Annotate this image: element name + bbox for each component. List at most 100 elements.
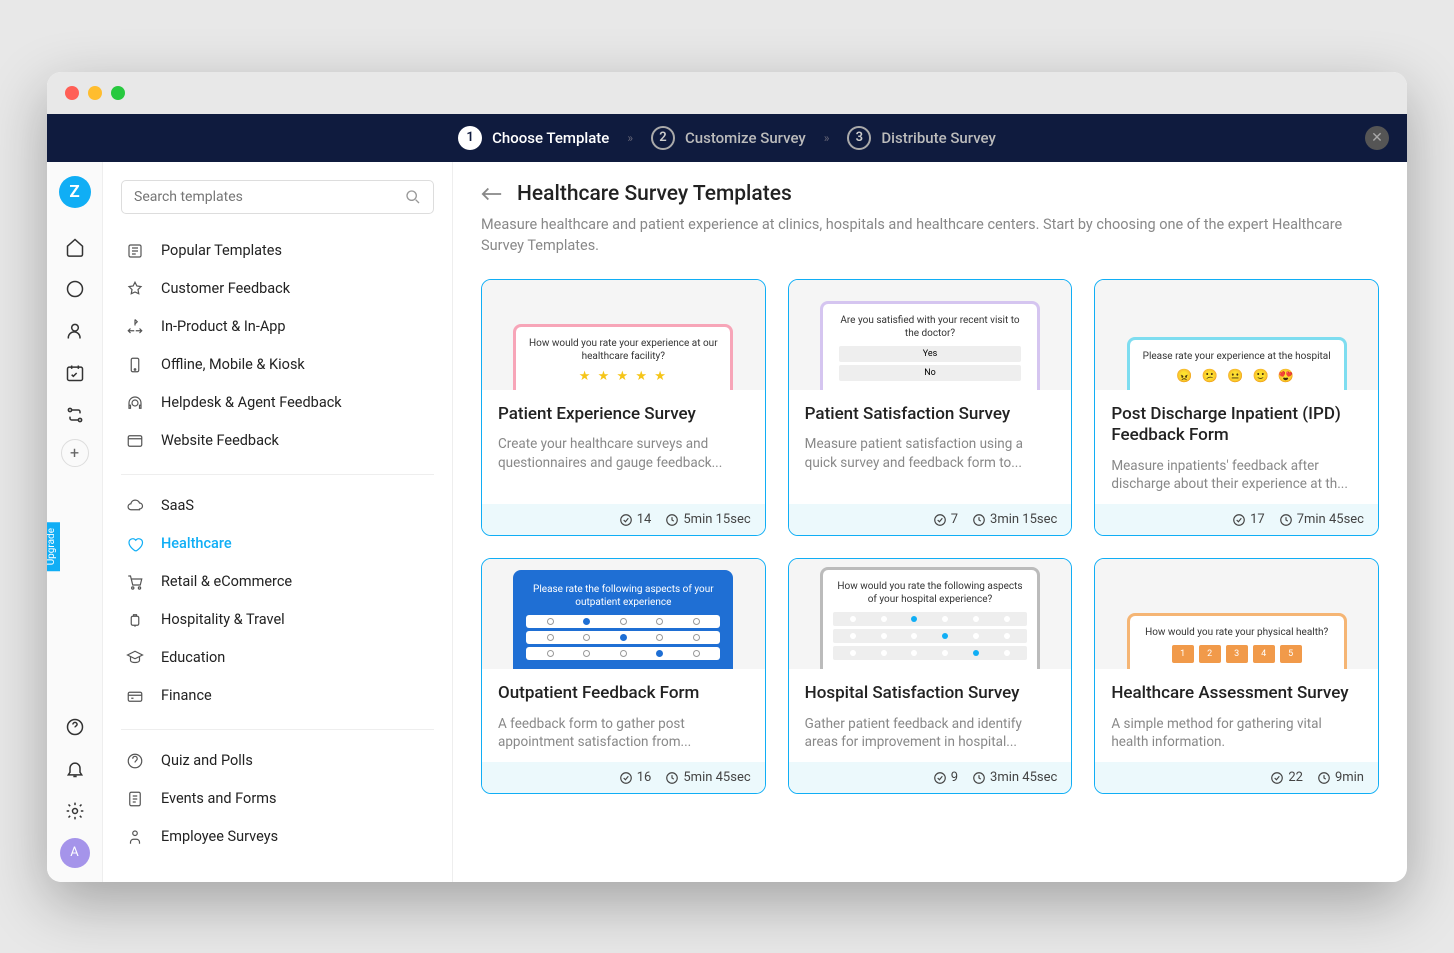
category-label: Helpdesk & Agent Feedback (161, 394, 342, 411)
nav-rail: Z + Upgrade A (47, 162, 103, 882)
card-description: Gather patient feedback and identify are… (805, 715, 1056, 753)
minimize-window-icon[interactable] (88, 86, 102, 100)
card-description: Create your healthcare surveys and quest… (498, 435, 749, 473)
step-choose-template[interactable]: 1 Choose Template (458, 126, 609, 150)
template-card[interactable]: Are you satisfied with your recent visit… (788, 279, 1073, 536)
question-count: 17 (1232, 512, 1265, 527)
upgrade-tab[interactable]: Upgrade (47, 522, 60, 571)
step-number: 1 (458, 126, 482, 150)
category-icon (125, 789, 145, 809)
step-label: Choose Template (492, 129, 609, 147)
card-footer: 7 3min 15sec (789, 504, 1072, 535)
step-number: 2 (651, 126, 675, 150)
card-preview: Please rate your experience at the hospi… (1095, 280, 1378, 390)
calendar-icon[interactable] (57, 355, 93, 391)
category-icon (125, 534, 145, 554)
category-label: Offline, Mobile & Kiosk (161, 356, 305, 373)
card-preview: Please rate the following aspects of you… (482, 559, 765, 669)
logo-icon[interactable]: Z (59, 176, 91, 208)
step-number: 3 (847, 126, 871, 150)
user-icon[interactable] (57, 313, 93, 349)
category-item[interactable]: SaaS (121, 487, 434, 525)
category-item[interactable]: Quiz and Polls (121, 742, 434, 780)
card-preview: How would you rate your physical health?… (1095, 559, 1378, 669)
card-title: Patient Experience Survey (498, 404, 749, 425)
category-icon (125, 751, 145, 771)
category-item[interactable]: Finance (121, 677, 434, 715)
card-footer: 9 3min 45sec (789, 762, 1072, 793)
workflow-icon[interactable] (57, 397, 93, 433)
step-customize-survey[interactable]: 2 Customize Survey (651, 126, 806, 150)
card-title: Outpatient Feedback Form (498, 683, 749, 704)
category-icon (125, 686, 145, 706)
help-icon[interactable] (57, 709, 93, 745)
category-item[interactable]: Helpdesk & Agent Feedback (121, 384, 434, 422)
card-preview: How would you rate your experience at ou… (482, 280, 765, 390)
card-description: A feedback form to gather post appointme… (498, 715, 749, 753)
card-footer: 14 5min 15sec (482, 504, 765, 535)
template-card[interactable]: Please rate the following aspects of you… (481, 558, 766, 794)
template-card[interactable]: How would you rate your experience at ou… (481, 279, 766, 536)
chevron-right-icon: » (627, 131, 633, 145)
template-card[interactable]: How would you rate your physical health?… (1094, 558, 1379, 794)
chat-icon[interactable] (57, 271, 93, 307)
category-item[interactable]: Education (121, 639, 434, 677)
category-item[interactable]: Popular Templates (121, 232, 434, 270)
stepper-bar: 1 Choose Template » 2 Customize Survey »… (47, 114, 1407, 162)
template-card[interactable]: Please rate your experience at the hospi… (1094, 279, 1379, 536)
time-estimate: 7min 45sec (1279, 512, 1364, 527)
card-footer: 17 7min 45sec (1095, 504, 1378, 535)
page-description: Measure healthcare and patient experienc… (481, 214, 1379, 258)
category-icon (125, 827, 145, 847)
question-count: 9 (933, 770, 958, 785)
category-label: Quiz and Polls (161, 752, 253, 769)
card-preview: Are you satisfied with your recent visit… (789, 280, 1072, 390)
search-field[interactable] (134, 189, 405, 205)
category-icon (125, 317, 145, 337)
gear-icon[interactable] (57, 793, 93, 829)
category-item[interactable]: Customer Feedback (121, 270, 434, 308)
category-icon (125, 496, 145, 516)
card-description: Measure inpatients' feedback after disch… (1111, 457, 1362, 495)
card-description: Measure patient satisfaction using a qui… (805, 435, 1056, 473)
category-item[interactable]: Offline, Mobile & Kiosk (121, 346, 434, 384)
category-label: Customer Feedback (161, 280, 290, 297)
category-label: Website Feedback (161, 432, 279, 449)
category-label: SaaS (161, 497, 194, 514)
category-item[interactable]: Website Feedback (121, 422, 434, 460)
category-item[interactable]: Events and Forms (121, 780, 434, 818)
category-icon (125, 279, 145, 299)
category-item[interactable]: Retail & eCommerce (121, 563, 434, 601)
add-button[interactable]: + (61, 439, 89, 467)
category-item[interactable]: In-Product & In-App (121, 308, 434, 346)
main-content: Healthcare Survey Templates Measure heal… (453, 162, 1407, 882)
category-item[interactable]: Hospitality & Travel (121, 601, 434, 639)
category-label: Hospitality & Travel (161, 611, 285, 628)
card-preview: How would you rate the following aspects… (789, 559, 1072, 669)
category-label: Healthcare (161, 535, 232, 552)
category-label: Popular Templates (161, 242, 282, 259)
avatar[interactable]: A (60, 838, 90, 868)
category-item[interactable]: Employee Surveys (121, 818, 434, 856)
close-window-icon[interactable] (65, 86, 79, 100)
chevron-right-icon: » (824, 131, 830, 145)
time-estimate: 3min 15sec (972, 512, 1057, 527)
card-footer: 22 9min (1095, 762, 1378, 793)
maximize-window-icon[interactable] (111, 86, 125, 100)
back-arrow-icon[interactable] (481, 186, 503, 202)
home-icon[interactable] (57, 229, 93, 265)
step-distribute-survey[interactable]: 3 Distribute Survey (847, 126, 995, 150)
bell-icon[interactable] (57, 751, 93, 787)
template-card[interactable]: How would you rate the following aspects… (788, 558, 1073, 794)
category-icon (125, 241, 145, 261)
category-icon (125, 572, 145, 592)
step-label: Distribute Survey (881, 129, 995, 147)
app-window: 1 Choose Template » 2 Customize Survey »… (47, 72, 1407, 882)
category-item[interactable]: Healthcare (121, 525, 434, 563)
close-icon[interactable]: ✕ (1365, 126, 1389, 150)
category-label: In-Product & In-App (161, 318, 286, 335)
page-title: Healthcare Survey Templates (517, 182, 792, 206)
card-title: Healthcare Assessment Survey (1111, 683, 1362, 704)
time-estimate: 5min 45sec (665, 770, 750, 785)
search-input[interactable] (121, 180, 434, 214)
